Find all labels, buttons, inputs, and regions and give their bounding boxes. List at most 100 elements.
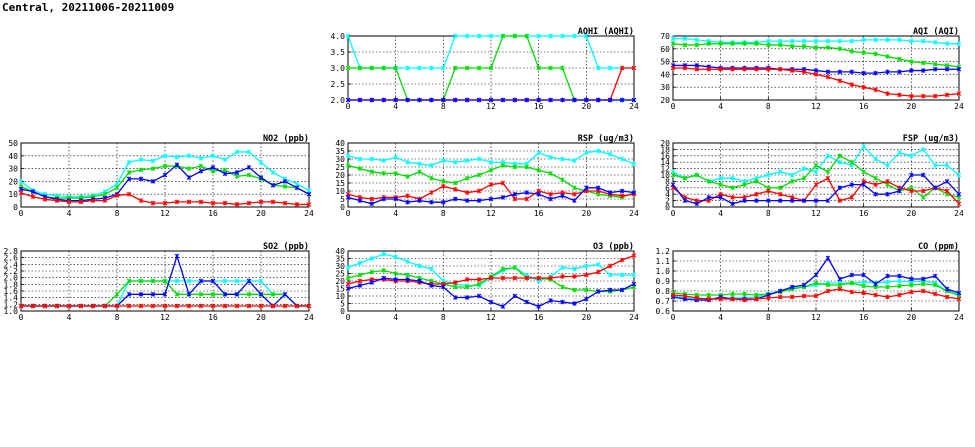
data-point <box>742 198 747 203</box>
data-point <box>357 65 363 71</box>
data-point <box>584 97 589 103</box>
data-point <box>186 303 192 309</box>
data-point <box>488 299 494 305</box>
data-point <box>595 262 601 267</box>
data-point <box>837 159 843 165</box>
data-point <box>126 303 132 309</box>
y-tick-label: 8 <box>665 177 670 186</box>
data-point <box>476 33 482 39</box>
data-point <box>345 275 351 281</box>
data-point <box>381 196 387 202</box>
data-point <box>150 292 156 297</box>
data-point <box>536 191 541 197</box>
data-point <box>885 279 890 285</box>
y-tick-label: 0.8 <box>656 287 671 296</box>
data-point <box>512 33 518 39</box>
x-tick-label: 0 <box>346 313 351 322</box>
data-point <box>476 65 482 71</box>
data-point <box>849 159 855 165</box>
data-point <box>246 292 252 297</box>
data-point <box>718 175 723 181</box>
y-tick-label: 2.0 <box>331 96 346 105</box>
data-point <box>488 159 494 165</box>
data-point <box>126 191 132 197</box>
y-tick-label: 2 <box>665 197 670 206</box>
data-point <box>270 292 276 297</box>
y-tick-label: 40 <box>335 247 345 256</box>
data-point <box>682 65 688 71</box>
data-point <box>694 201 700 207</box>
data-point <box>405 159 410 165</box>
data-point <box>849 69 855 75</box>
data-point <box>607 287 613 293</box>
data-point <box>932 185 938 191</box>
data-point <box>381 251 387 257</box>
y-tick-label: 10 <box>660 171 670 180</box>
data-point <box>429 163 434 168</box>
data-point <box>488 196 494 202</box>
x-tick-label: 20 <box>582 102 592 111</box>
data-point <box>801 38 807 44</box>
y-tick-label: 2.8 <box>4 247 19 256</box>
series-cyan <box>670 143 962 184</box>
data-point <box>706 296 712 302</box>
data-point <box>754 292 759 298</box>
data-point <box>920 38 926 44</box>
data-point <box>246 165 252 170</box>
data-point <box>754 41 759 46</box>
data-point <box>682 198 688 203</box>
data-point <box>162 172 168 178</box>
data-point <box>536 33 541 39</box>
data-point <box>801 293 807 299</box>
data-point <box>186 199 192 205</box>
data-point <box>706 292 712 298</box>
x-tick-label: 20 <box>907 313 917 322</box>
data-point <box>777 67 783 72</box>
data-point <box>222 200 228 206</box>
data-point <box>885 284 890 290</box>
data-point <box>789 172 795 178</box>
data-point <box>631 161 637 167</box>
data-point <box>429 65 434 71</box>
data-point <box>956 67 962 72</box>
data-point <box>849 289 855 295</box>
data-point <box>873 37 878 43</box>
data-point <box>548 33 553 39</box>
data-point <box>234 303 240 309</box>
data-point <box>801 198 807 203</box>
data-point <box>754 191 759 197</box>
chart-title: AQHI (AQHI) <box>578 27 634 37</box>
data-point <box>246 278 252 284</box>
data-point <box>619 97 625 103</box>
data-point <box>186 153 192 159</box>
data-point <box>607 65 613 71</box>
data-point <box>909 153 914 159</box>
data-point <box>210 200 216 206</box>
data-point <box>524 190 530 195</box>
y-tick-label: 15 <box>335 285 345 294</box>
data-point <box>813 293 819 299</box>
data-point <box>873 292 878 298</box>
y-tick-label: 1.0 <box>4 307 19 316</box>
data-point <box>825 169 831 175</box>
chart-title: CO (ppm) <box>918 242 959 252</box>
data-point <box>754 179 759 184</box>
data-point <box>441 284 446 290</box>
y-tick-label: 16 <box>660 152 670 161</box>
data-point <box>306 303 312 309</box>
data-point <box>30 194 36 200</box>
data-point <box>282 179 288 184</box>
y-tick-label: 30 <box>335 155 345 164</box>
data-point <box>162 278 168 284</box>
x-tick-label: 0 <box>671 102 676 111</box>
data-point <box>441 97 446 103</box>
data-point <box>114 185 120 191</box>
y-tick-label: 30 <box>660 83 670 92</box>
series-blue <box>345 97 637 103</box>
data-point <box>126 170 132 175</box>
chart-title: NO2 (ppb) <box>263 134 309 144</box>
data-point <box>766 38 771 44</box>
data-point <box>417 97 422 103</box>
data-point <box>742 41 747 46</box>
data-point <box>162 163 168 169</box>
